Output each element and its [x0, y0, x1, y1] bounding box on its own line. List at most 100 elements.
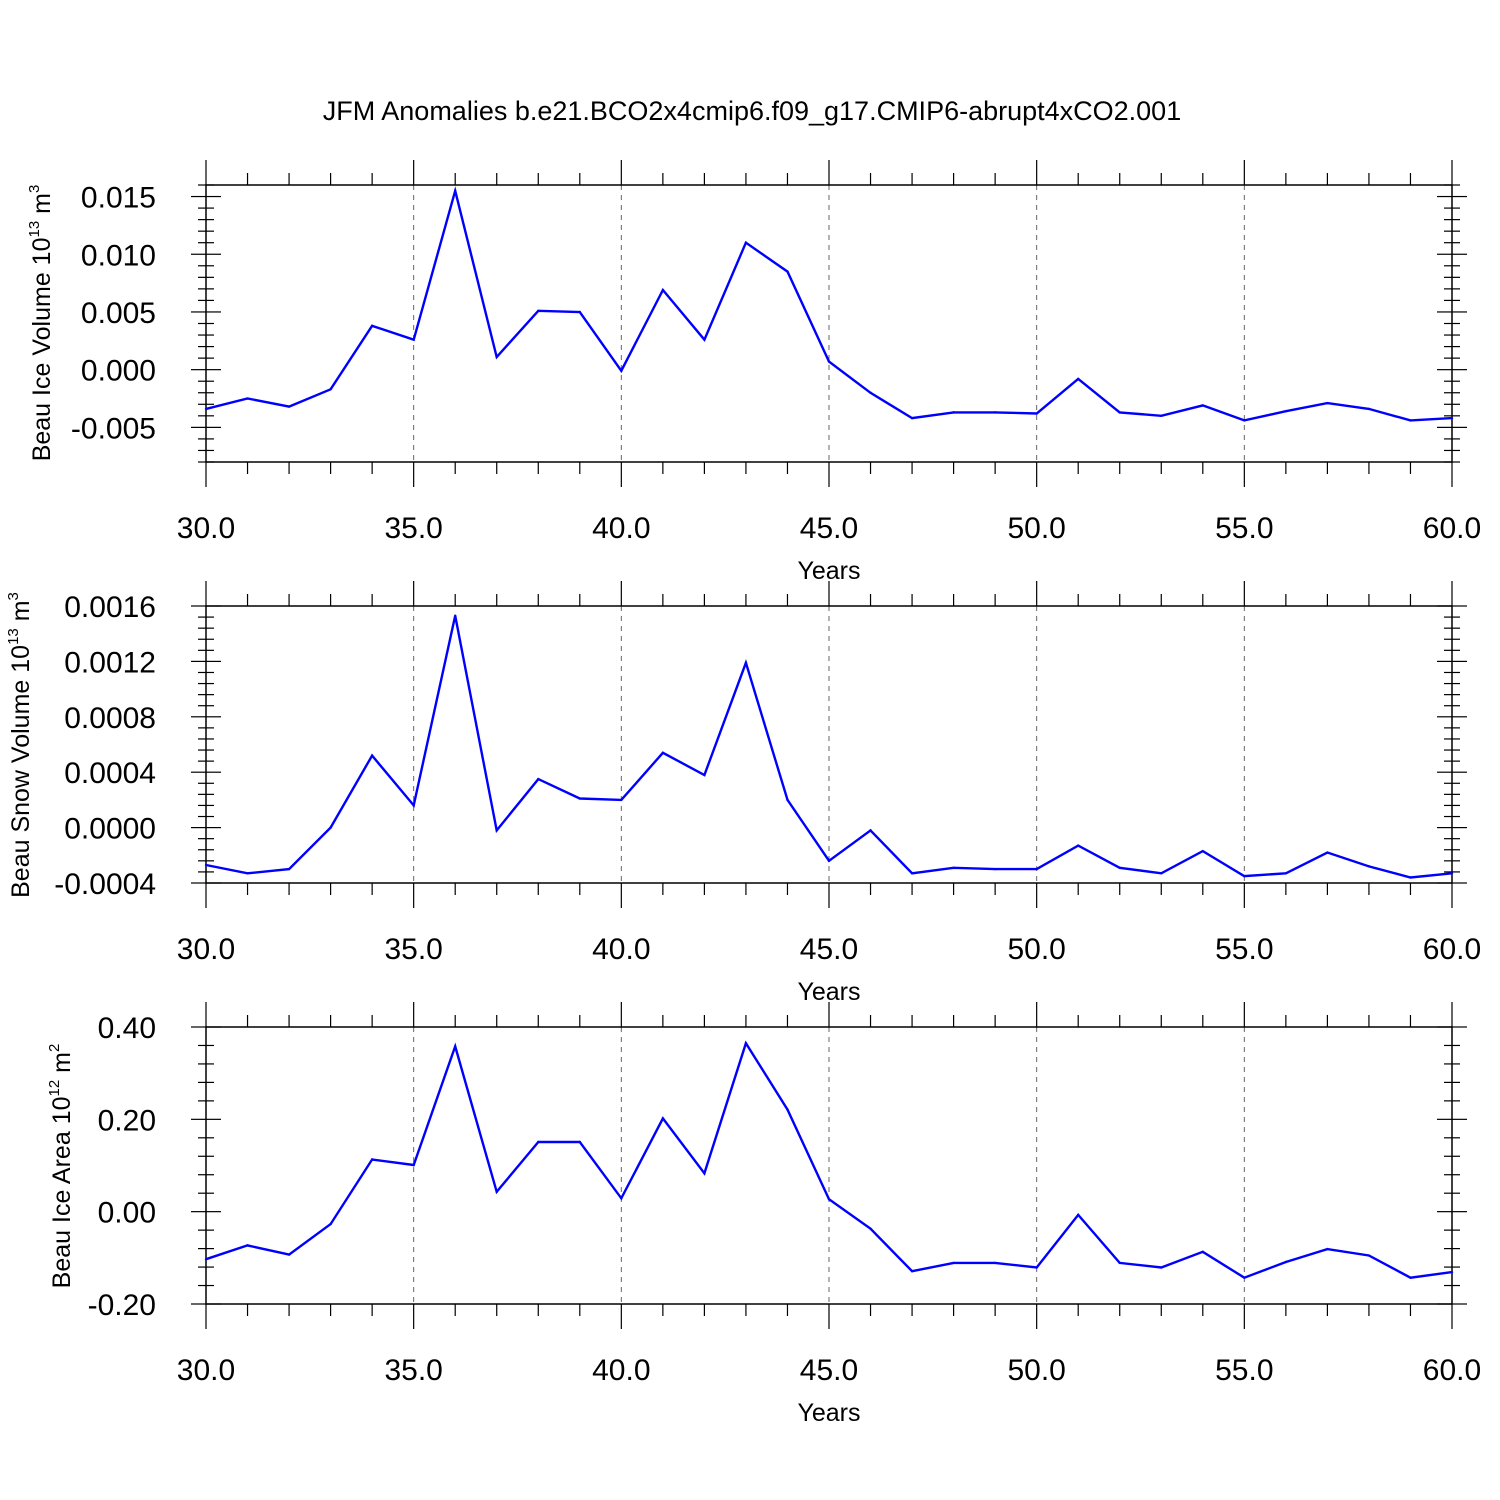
data-point	[869, 829, 872, 832]
y-axis-title-unit: m	[28, 193, 56, 221]
y-axis-title-exponent: 13	[5, 628, 22, 645]
data-point	[1160, 872, 1163, 875]
data-point	[1035, 867, 1038, 871]
x-tick-label: 40.0	[592, 933, 650, 966]
data-point	[495, 1190, 498, 1194]
x-tick-label: 30.0	[177, 933, 235, 966]
y-tick-label: 0.20	[98, 1104, 156, 1137]
y-axis-title-unit-exponent: 2	[46, 1044, 63, 1052]
data-point	[370, 324, 374, 328]
data-point	[246, 1244, 249, 1247]
x-tick-label: 60.0	[1423, 933, 1481, 966]
data-point	[786, 270, 789, 273]
y-tick-label: 0.0012	[64, 646, 156, 679]
x-tick-label: 55.0	[1215, 512, 1273, 545]
data-point	[1326, 851, 1329, 854]
data-point	[1284, 872, 1288, 875]
data-point	[1118, 411, 1121, 414]
x-tick-label: 50.0	[1007, 933, 1065, 966]
data-point	[827, 1198, 831, 1201]
data-point	[246, 397, 249, 400]
y-tick-label: 0.005	[81, 297, 156, 330]
data-point	[1450, 1270, 1454, 1274]
data-point	[1450, 872, 1454, 875]
data-point	[1326, 1247, 1329, 1251]
data-point	[412, 804, 415, 807]
data-point	[1409, 876, 1412, 879]
data-point	[1367, 865, 1371, 868]
data-point	[578, 1140, 581, 1144]
y-tick-label: 0.000	[81, 355, 156, 388]
data-point	[1367, 1254, 1371, 1257]
data-point	[1284, 1260, 1288, 1264]
y-tick-label: 0.0004	[64, 757, 156, 790]
data-point	[1450, 416, 1454, 420]
x-tick-label: 45.0	[800, 1354, 858, 1387]
data-point	[246, 872, 249, 875]
data-point	[910, 416, 914, 420]
data-point	[329, 1222, 332, 1226]
data-point	[204, 407, 208, 411]
data-point	[1243, 874, 1246, 878]
y-tick-label: -0.20	[88, 1289, 156, 1322]
y-axis-title: Beau Snow Volume 1013 m3	[5, 592, 35, 898]
data-point	[993, 867, 997, 871]
data-point	[786, 1108, 789, 1111]
y-axis-title-unit-exponent: 3	[5, 592, 22, 600]
data-point	[1035, 1266, 1038, 1269]
data-point	[454, 1045, 457, 1048]
x-tick-label: 50.0	[1007, 1354, 1065, 1387]
data-point	[952, 411, 955, 414]
data-point	[827, 360, 831, 363]
data-point	[412, 1163, 415, 1167]
data-point	[537, 777, 540, 781]
x-axis-title: Years	[797, 978, 860, 1006]
x-tick-label: 60.0	[1423, 512, 1481, 545]
x-tick-label: 35.0	[384, 512, 442, 545]
y-axis-title-base: Beau Snow Volume 10	[7, 645, 35, 898]
y-tick-label: 0.0008	[64, 702, 156, 735]
data-point	[993, 1261, 997, 1265]
data-point	[1077, 844, 1080, 847]
data-point	[1409, 419, 1412, 422]
x-axis-title: Years	[797, 1399, 860, 1427]
x-tick-label: 30.0	[177, 1354, 235, 1387]
x-tick-label: 40.0	[592, 512, 650, 545]
x-tick-label: 55.0	[1215, 1354, 1273, 1387]
x-tick-label: 35.0	[384, 1354, 442, 1387]
y-tick-label: 0.015	[81, 182, 156, 215]
x-tick-label: 50.0	[1007, 512, 1065, 545]
x-tick-label: 45.0	[800, 933, 858, 966]
x-tick-label: 55.0	[1215, 933, 1273, 966]
data-point	[952, 866, 955, 869]
data-point	[537, 1140, 540, 1144]
data-point	[287, 867, 291, 871]
data-point	[412, 338, 415, 341]
x-tick-label: 30.0	[177, 512, 235, 545]
data-point	[869, 391, 872, 394]
x-tick-label: 45.0	[800, 512, 858, 545]
data-point	[703, 338, 706, 341]
data-point	[495, 355, 498, 359]
data-point	[1160, 414, 1163, 418]
data-point	[204, 1258, 208, 1261]
data-point	[1035, 412, 1038, 415]
data-point	[869, 1227, 872, 1230]
data-point	[329, 388, 332, 391]
data-point	[370, 754, 374, 757]
y-tick-label: 0.010	[81, 239, 156, 272]
x-tick-label: 60.0	[1423, 1354, 1481, 1387]
data-point	[661, 1117, 665, 1120]
data-point	[1160, 1266, 1163, 1269]
y-tick-label: -0.0004	[54, 868, 156, 901]
data-point	[578, 310, 581, 314]
data-point	[1243, 1276, 1246, 1279]
y-tick-label: 0.40	[98, 1012, 156, 1045]
chart-panel-2: 30.0 35.0 40.0 45.0 50.0 55.0 60.0 -0.0004 0.000…	[5, 581, 1481, 1006]
data-point	[454, 614, 457, 617]
data-point	[495, 829, 498, 832]
data-point	[1284, 410, 1288, 413]
data-point	[537, 309, 540, 313]
y-axis-title-base: Beau Ice Area 10	[48, 1097, 76, 1289]
